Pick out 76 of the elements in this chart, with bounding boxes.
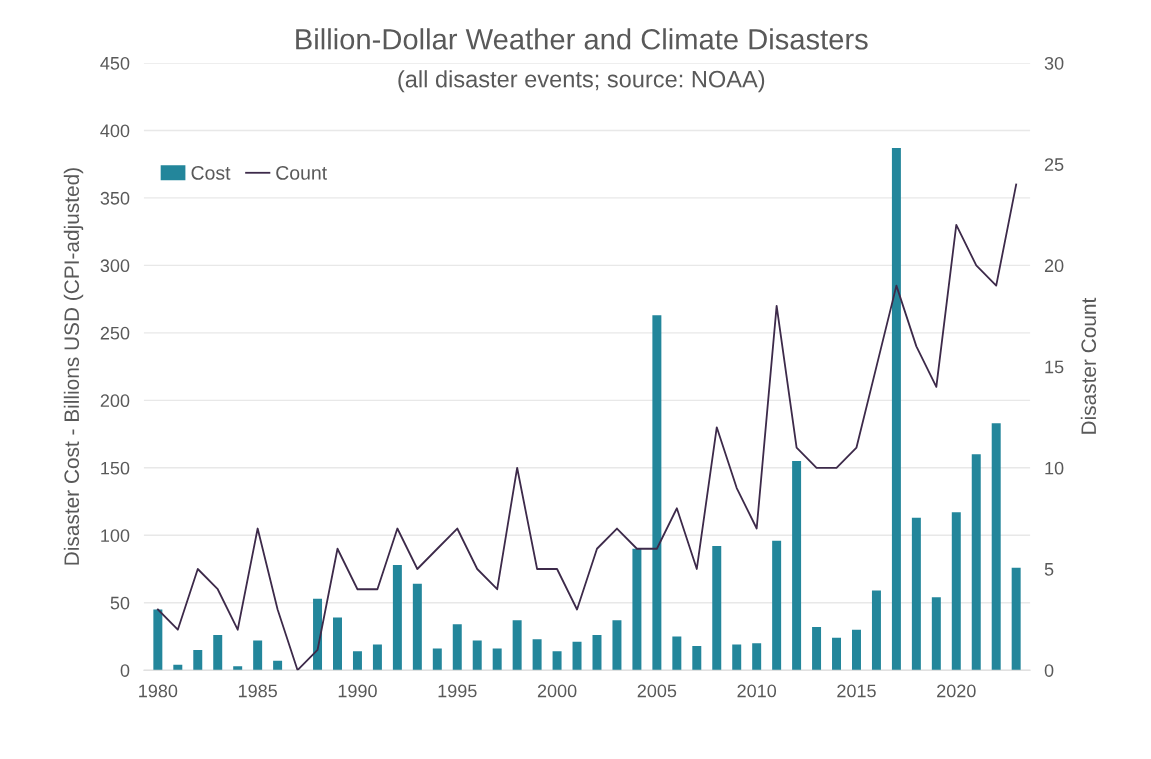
bar bbox=[313, 598, 323, 671]
x-tick-label: 2000 bbox=[537, 684, 577, 698]
bar bbox=[592, 635, 602, 671]
x-tick-label: 2005 bbox=[637, 684, 677, 698]
bar bbox=[213, 635, 223, 671]
bar bbox=[512, 620, 522, 671]
bar bbox=[632, 548, 642, 671]
bar bbox=[812, 627, 822, 671]
bar bbox=[392, 564, 402, 671]
bar bbox=[712, 546, 722, 671]
bar bbox=[452, 624, 462, 671]
bar bbox=[832, 637, 842, 671]
bar bbox=[951, 512, 961, 671]
y2-tick-label: 0 bbox=[1044, 664, 1054, 677]
y-tick-label: 350 bbox=[100, 191, 130, 205]
chart-title: Billion-Dollar Weather and Climate Disasters bbox=[296, 28, 868, 50]
bar bbox=[971, 454, 981, 671]
bar bbox=[851, 629, 861, 671]
y2-tick-label: 15 bbox=[1045, 360, 1064, 374]
bar bbox=[792, 461, 802, 671]
bar bbox=[253, 640, 263, 671]
y-tick-label: 150 bbox=[101, 461, 130, 475]
y-tick-label: 200 bbox=[100, 394, 130, 408]
y-tick-label: 100 bbox=[101, 529, 130, 542]
bar bbox=[492, 648, 502, 671]
bar bbox=[472, 640, 482, 671]
bar bbox=[193, 649, 203, 671]
y2-tick-label: 10 bbox=[1045, 461, 1064, 475]
bar bbox=[572, 641, 582, 671]
y-tick-label: 450 bbox=[100, 56, 130, 70]
x-tick-label: 1995 bbox=[438, 684, 477, 698]
legend-label: Count bbox=[276, 166, 327, 180]
bar bbox=[552, 651, 562, 671]
line-series bbox=[156, 183, 1018, 671]
y2-tick-label: 20 bbox=[1044, 259, 1064, 273]
bar bbox=[273, 660, 283, 671]
y-tick-label: 50 bbox=[110, 596, 130, 610]
y-tick-label: 250 bbox=[100, 326, 130, 340]
x-tick-label: 2015 bbox=[837, 684, 876, 698]
legend-label: Cost bbox=[191, 166, 231, 180]
y2-tick-label: 25 bbox=[1044, 158, 1064, 171]
x-tick-label: 1990 bbox=[338, 684, 377, 698]
bar bbox=[532, 639, 542, 671]
bar bbox=[173, 664, 183, 671]
x-tick-label: 2010 bbox=[737, 684, 777, 698]
bar bbox=[692, 645, 702, 671]
bar bbox=[233, 666, 243, 671]
bar bbox=[911, 517, 921, 671]
bar bbox=[652, 315, 662, 671]
bar bbox=[891, 148, 901, 671]
y-tick-label: 300 bbox=[100, 259, 130, 273]
bar bbox=[412, 583, 422, 671]
x-tick-label: 1985 bbox=[238, 684, 277, 698]
bar bbox=[752, 643, 762, 671]
bar bbox=[352, 651, 362, 671]
bar bbox=[432, 648, 442, 671]
chart-subtitle: (all disaster events; source: NOAA) bbox=[398, 70, 765, 93]
x-tick-label: 1980 bbox=[139, 684, 178, 698]
bar bbox=[991, 423, 1001, 671]
y2-tick-label: 30 bbox=[1044, 56, 1064, 70]
bar bbox=[732, 644, 742, 671]
bar bbox=[772, 540, 782, 671]
bar bbox=[1011, 567, 1021, 671]
x-tick-label: 2020 bbox=[937, 684, 976, 698]
bar bbox=[333, 617, 342, 671]
bar bbox=[672, 636, 682, 671]
y-tick-label: 0 bbox=[120, 664, 130, 677]
bar bbox=[153, 609, 163, 671]
bar bbox=[612, 620, 622, 671]
bar bbox=[871, 590, 881, 671]
bar bbox=[372, 644, 382, 671]
y2-axis-title: Disaster Count bbox=[1080, 297, 1097, 434]
y2-tick-label: 5 bbox=[1044, 563, 1054, 576]
y-axis-title: Disaster Cost - Billions USD (CPI-adjusted) bbox=[63, 168, 84, 565]
y-tick-label: 400 bbox=[100, 124, 130, 138]
bar bbox=[931, 597, 941, 671]
